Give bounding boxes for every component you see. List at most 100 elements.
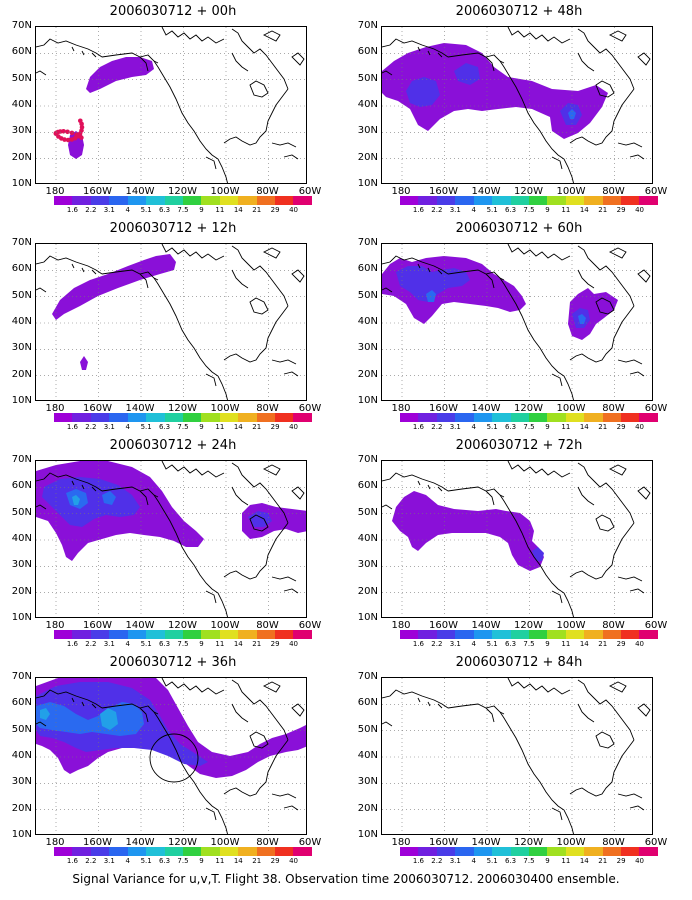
longitude-label: 160W [83, 620, 112, 631]
coastline [223, 522, 289, 580]
longitude-label: 60W [644, 837, 668, 848]
colorbar-label: 2.2 [85, 857, 97, 865]
colorbar-cell [146, 196, 165, 205]
map-plot [382, 27, 652, 183]
coastline [595, 731, 615, 749]
latitude-label: 60N [11, 46, 32, 58]
signal-variance-region [382, 256, 526, 324]
coastline [36, 70, 47, 76]
colorbar-label: 5.1 [140, 857, 152, 865]
coastline [223, 739, 289, 797]
longitude-label: 80W [602, 837, 625, 848]
coastline [36, 504, 47, 510]
colorbar-cell [565, 630, 585, 639]
colorbar-label: 5.1 [140, 423, 152, 431]
latitude-label: 10N [357, 612, 378, 623]
colorbar-label: 7.5 [177, 206, 189, 214]
coastline [499, 277, 505, 281]
map-plot [36, 678, 306, 834]
colorbar-label: 2.2 [431, 857, 443, 865]
latitude-label: 20N [11, 585, 32, 597]
colorbar-cell [621, 847, 640, 856]
coastline [569, 88, 635, 146]
coastline [291, 703, 305, 717]
map-area [35, 26, 307, 184]
longitude-label: 100W [210, 620, 240, 631]
latitude-label: 20N [357, 368, 378, 380]
colorbar-label: 4 [471, 857, 476, 865]
longitude-label: 140W [471, 403, 501, 414]
coastline [617, 576, 643, 582]
coastline [417, 480, 443, 492]
coastline [283, 371, 299, 377]
colorbar-cell [127, 847, 147, 856]
panel-48h: 2006030712 + 48h 70N 60N 50N 40N 30N 20N 10N 18… [346, 0, 692, 216]
colorbar-cell [238, 630, 257, 639]
colorbar-cell [473, 196, 493, 205]
colorbar-cell [182, 847, 202, 856]
colorbar [400, 196, 658, 205]
colorbar-cell [492, 196, 511, 205]
colorbar-labels: 1.6 2.2 3.1 4 5.1 6.3 7.5 9 11 14 21 29 40 [54, 206, 312, 216]
colorbar-label: 11 [561, 423, 571, 431]
colorbar-label: 6.3 [158, 206, 171, 214]
coastline [283, 588, 299, 594]
colorbar-label: 40 [289, 640, 299, 648]
coastline [382, 689, 449, 709]
colorbar-label: 2.2 [85, 423, 97, 431]
coastline [36, 472, 103, 492]
colorbar-label: 6.3 [504, 206, 517, 214]
colorbar-label: 40 [635, 640, 645, 648]
colorbar-label: 6.3 [504, 423, 517, 431]
coastline [291, 52, 305, 66]
map-area [35, 460, 307, 618]
colorbar-labels: 1.6 2.2 3.1 4 5.1 6.3 7.5 9 11 14 21 29 40 [54, 423, 312, 433]
colorbar-cell [639, 630, 658, 639]
colorbar-label: 1.6 [412, 423, 424, 431]
latitude-label: 40N [357, 99, 378, 110]
colorbar-label: 4 [471, 206, 476, 214]
colorbar-label: 9 [199, 857, 204, 865]
colorbar-cell [164, 196, 183, 205]
colorbar-cell [528, 847, 548, 856]
coastline [569, 305, 635, 363]
colorbar-cell [72, 413, 91, 422]
colorbar [54, 413, 312, 422]
marker-point [69, 130, 75, 136]
panel-72h: 2006030712 + 72h 70N 60N 50N 40N 30N 20N 10N 18… [346, 434, 692, 650]
colorbar-label: 21 [598, 857, 608, 865]
colorbar-cell [109, 196, 128, 205]
map-plot [382, 244, 652, 400]
colorbar-cell [400, 847, 419, 856]
latitude-label: 60N [357, 46, 378, 58]
colorbar-label: 6.3 [158, 423, 171, 431]
colorbar-cell [584, 847, 603, 856]
colorbar-label: 3.1 [449, 640, 461, 648]
coastline [608, 464, 627, 476]
colorbar-cell [584, 413, 603, 422]
colorbar-label: 3.1 [449, 857, 461, 865]
colorbar-cell [182, 630, 202, 639]
longitude-label: 140W [125, 186, 155, 197]
latitude-label: 70N [11, 454, 32, 465]
longitude-label: 140W [471, 186, 501, 197]
colorbar-cell [584, 630, 603, 639]
latitude-label: 10N [11, 178, 32, 189]
colorbar-label: 29 [270, 423, 280, 431]
colorbar-label: 2.2 [85, 206, 97, 214]
longitude-label: 180 [391, 403, 411, 414]
longitude-label: 120W [168, 620, 197, 631]
longitude-label: 160W [429, 837, 458, 848]
colorbar-cell [164, 847, 183, 856]
latitude-label: 20N [11, 802, 32, 814]
latitude-label: 30N [357, 559, 378, 571]
colorbar-label: 9 [199, 206, 204, 214]
colorbar-cell [436, 847, 456, 856]
longitude-label: 100W [556, 620, 586, 631]
coastline [507, 244, 571, 261]
latitude-label: 20N [11, 151, 32, 163]
longitude-label: 140W [471, 837, 501, 848]
coastline [382, 70, 393, 76]
colorbar-label: 6.3 [504, 857, 517, 865]
colorbar-cell [201, 196, 220, 205]
